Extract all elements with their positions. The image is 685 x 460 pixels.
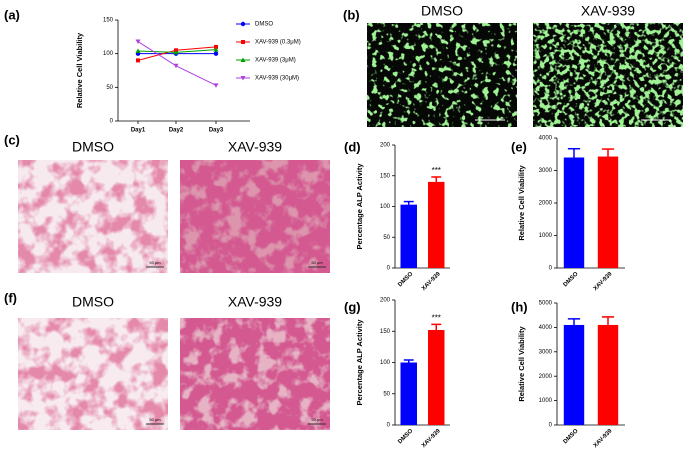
panel-label: (c) [4,132,20,147]
y-tick-label: 0 [549,266,553,272]
bar [400,204,417,268]
y-tick-label: 0 [387,423,391,429]
y-tick-label: 200 [380,143,391,149]
y-tick-label: 2000 [539,374,553,380]
y-axis-label: Relative Cell Viability [75,32,84,108]
y-tick-label: 100 [103,51,114,57]
x-tick-label: XAV-939 [593,271,614,292]
point [240,57,246,62]
y-tick-label: 150 [103,18,114,24]
micrograph-stain [18,160,168,273]
x-tick-label: DMSO [563,271,580,288]
y-tick-label: 4000 [539,325,553,331]
panel-label: (a) [4,7,20,22]
legend-label: XAV-939 (30μM) [255,76,299,82]
panel-label: (f) [4,290,17,305]
y-tick-label: 3000 [539,349,553,355]
image-panels: (b) DMSO XAV-939 (c) DMSO XAV-939 50 μm … [4,3,683,430]
scale-label: 50 μm [149,417,161,422]
y-tick-label: 0 [110,119,114,125]
y-tick-label: 4000 [539,136,553,142]
micrograph-stain [18,318,168,430]
point [213,83,219,88]
y-axis-label: Relative Cell Viability [517,326,526,402]
y-tick-label: 50 [383,235,390,241]
x-tick-label: Day3 [209,128,224,134]
point [213,51,219,56]
panel-label: (g) [344,299,361,314]
y-tick-label: 50 [383,391,390,397]
annotation: *** [432,166,441,175]
panel-label: (b) [343,7,360,22]
bar [400,362,417,425]
micrograph-stain [180,318,330,430]
x-tick-label: DMSO [397,428,414,445]
y-tick-label: 150 [380,173,391,179]
point [136,58,140,63]
y-axis-label: Percentage ALP Activity [355,319,364,406]
image-caption: DMSO [72,294,114,310]
scale-label: 50 μm [149,260,161,265]
scale-label: 50 μm [311,417,323,422]
bar [597,324,619,425]
point [135,39,141,45]
bar [563,157,585,268]
bar [597,156,619,268]
y-tick-label: 5000 [539,301,553,307]
scale-label: 50 μm [311,260,323,265]
legend-label: DMSO [255,22,273,28]
panel-label: (h) [511,299,528,314]
panel-label: (e) [511,139,527,154]
y-tick-label: 100 [380,204,391,210]
point [240,76,246,81]
point [241,40,245,44]
y-tick-label: 100 [380,360,391,366]
point [135,48,141,53]
y-tick-label: 3000 [539,168,553,174]
x-tick-label: Day1 [131,128,146,134]
image-caption: XAV-939 [581,3,635,19]
y-tick-label: 1000 [539,398,553,404]
annotation: *** [432,313,441,322]
x-tick-label: DMSO [397,271,414,288]
panel-label: (d) [344,139,361,154]
point [240,21,246,27]
point [173,49,179,55]
x-tick-label: DMSO [563,428,580,445]
y-tick-label: 50 [106,85,113,91]
legend-label: XAV-939 (3μM) [255,58,296,64]
bar [428,330,445,425]
x-tick-label: Day2 [169,128,184,134]
x-tick-label: XAV-939 [593,428,614,449]
y-tick-label: 0 [387,266,391,272]
y-tick-label: 200 [380,298,391,304]
y-tick-label: 150 [380,329,391,335]
micrograph-stain [180,160,330,273]
y-axis-label: Percentage ALP Activity [355,163,364,250]
point [173,63,179,69]
micrograph-cells [367,23,517,127]
image-caption: DMSO [72,139,114,155]
x-tick-label: XAV-939 [421,271,442,292]
image-caption: XAV-939 [228,139,282,155]
point [214,44,218,49]
x-tick-label: XAV-939 [421,428,442,449]
micrograph-cells [533,23,683,127]
y-tick-label: 2000 [539,201,553,207]
legend-label: XAV-939 (0.3μM) [255,40,301,46]
bar [428,181,445,268]
bar [563,324,585,425]
y-tick-label: 0 [549,423,553,429]
y-tick-label: 1000 [539,233,553,239]
image-caption: XAV-939 [228,294,282,310]
image-caption: DMSO [421,3,463,19]
point [213,47,219,52]
y-axis-label: Relative Cell Viability [517,165,526,241]
